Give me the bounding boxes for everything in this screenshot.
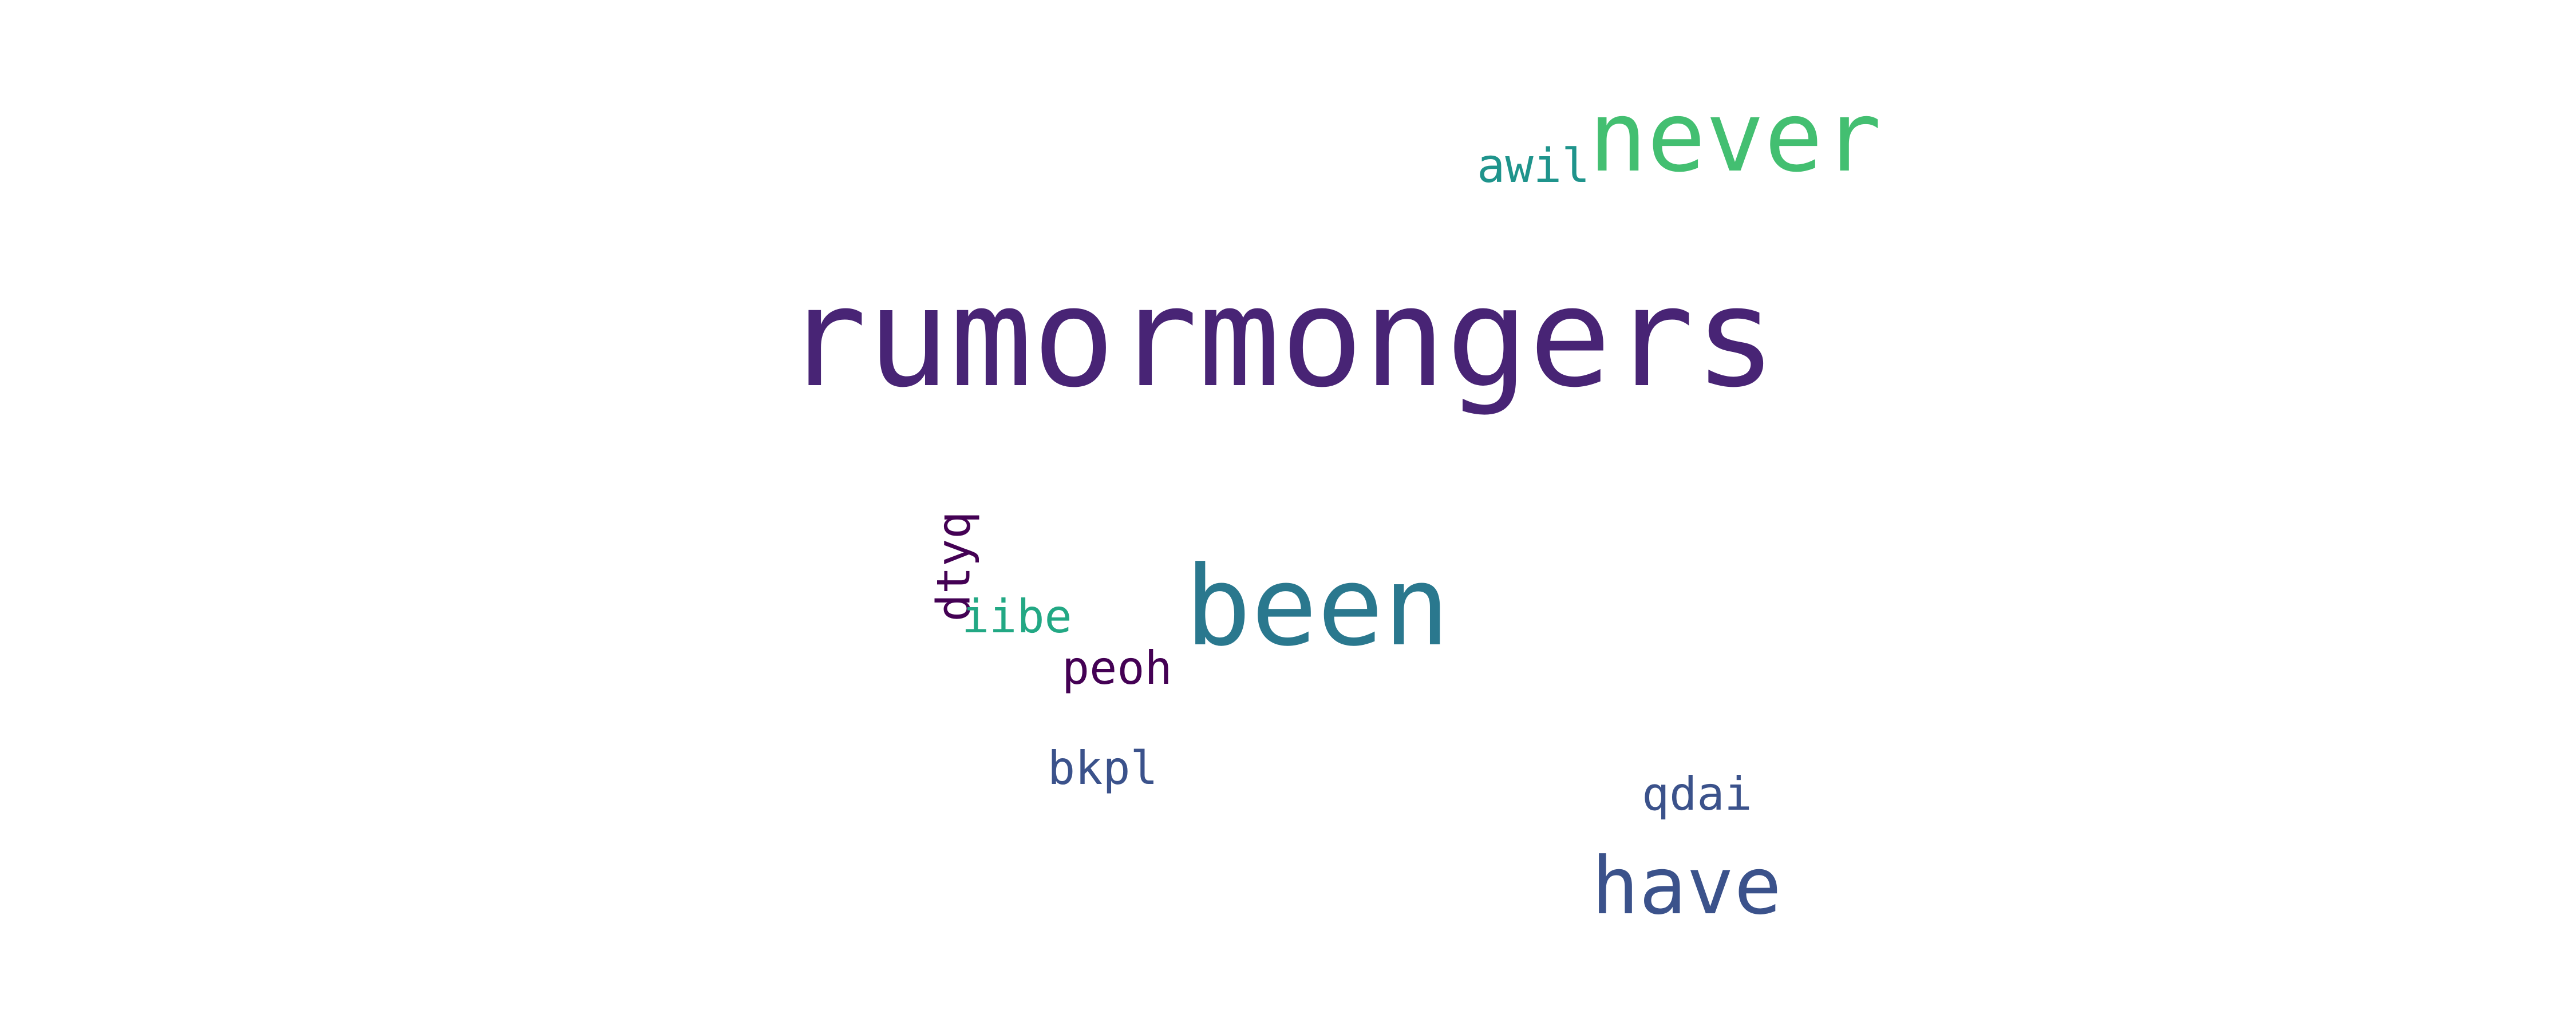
word-have: have (1591, 840, 1782, 932)
word-awil: awil (1477, 139, 1590, 193)
word-never: never (1589, 81, 1882, 194)
word-qdai: qdai (1642, 767, 1752, 821)
word-been: been (1185, 543, 1450, 671)
word-rumormongers: rumormongers (784, 258, 1777, 418)
word-bkpl: bkpl (1048, 742, 1158, 795)
word-iibe: iibe (962, 590, 1072, 643)
word-peoh: peoh (1062, 641, 1172, 695)
